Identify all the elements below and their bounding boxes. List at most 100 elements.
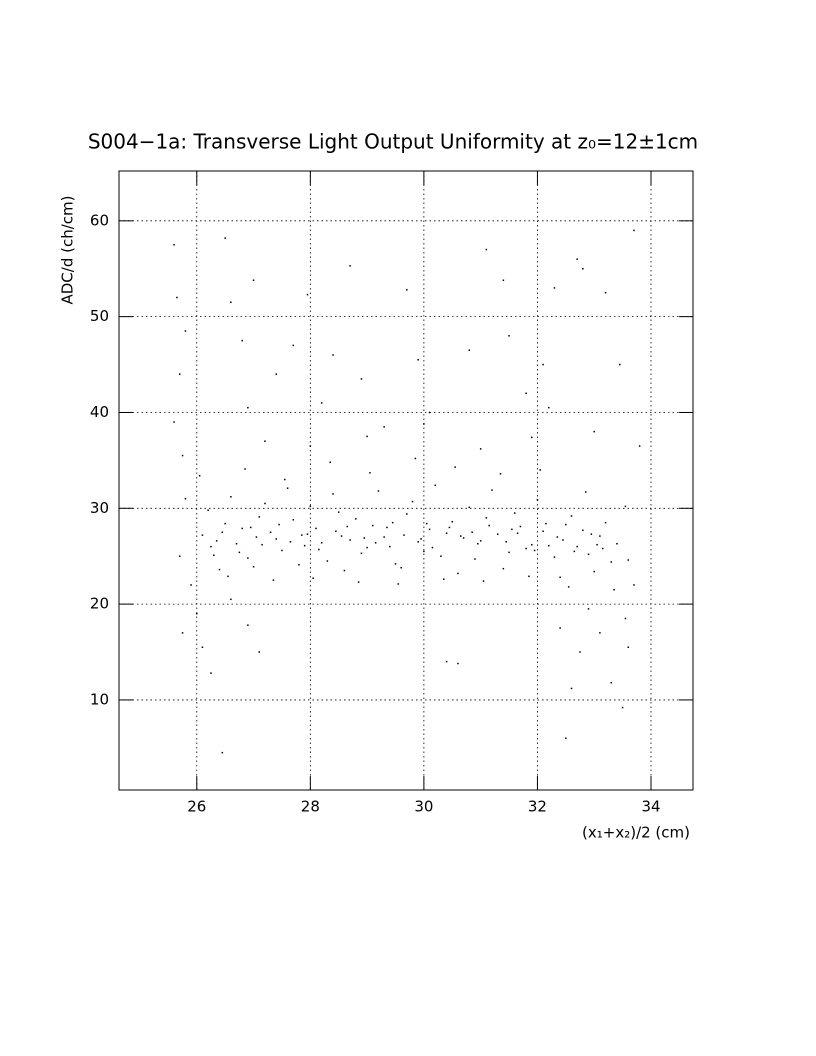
point bbox=[499, 473, 502, 475]
point bbox=[181, 454, 184, 457]
point bbox=[360, 552, 363, 555]
point bbox=[604, 521, 607, 524]
point bbox=[386, 526, 388, 529]
point bbox=[610, 681, 612, 684]
point bbox=[221, 531, 224, 533]
point bbox=[247, 557, 249, 559]
point bbox=[289, 541, 292, 543]
point bbox=[513, 512, 516, 514]
point bbox=[230, 301, 232, 304]
point bbox=[252, 565, 255, 568]
point bbox=[542, 363, 544, 366]
point bbox=[360, 378, 363, 380]
point bbox=[335, 530, 337, 533]
point bbox=[576, 258, 578, 260]
point bbox=[372, 524, 374, 527]
point bbox=[329, 461, 331, 464]
point bbox=[369, 472, 371, 474]
point bbox=[374, 542, 377, 544]
point bbox=[224, 522, 226, 525]
point bbox=[286, 487, 289, 489]
point bbox=[570, 687, 573, 690]
point bbox=[340, 535, 343, 537]
point bbox=[261, 543, 263, 546]
point bbox=[531, 436, 533, 439]
point bbox=[247, 406, 249, 409]
point bbox=[613, 588, 615, 591]
x-tick-label: 28 bbox=[301, 798, 320, 816]
point bbox=[525, 392, 527, 395]
point bbox=[599, 535, 601, 537]
y-tick-label: 40 bbox=[90, 403, 109, 421]
point bbox=[298, 564, 300, 566]
point bbox=[198, 474, 201, 477]
point bbox=[190, 584, 192, 586]
point bbox=[414, 457, 417, 460]
point bbox=[281, 549, 283, 552]
point bbox=[244, 468, 246, 470]
point bbox=[454, 466, 456, 468]
point bbox=[312, 577, 314, 579]
point bbox=[539, 469, 542, 471]
point bbox=[420, 538, 422, 540]
point bbox=[531, 543, 533, 546]
y-axis-label: ADC/d (ch/cm) bbox=[59, 196, 77, 305]
point bbox=[215, 540, 218, 542]
point bbox=[269, 531, 272, 533]
x-tick-label: 30 bbox=[414, 798, 433, 816]
point bbox=[565, 523, 567, 526]
point bbox=[366, 435, 368, 438]
point bbox=[363, 537, 366, 539]
point bbox=[488, 524, 490, 527]
point bbox=[255, 536, 258, 538]
point bbox=[477, 542, 479, 545]
y-tick-label: 20 bbox=[90, 595, 109, 613]
point bbox=[176, 296, 178, 299]
point bbox=[332, 354, 334, 356]
point bbox=[582, 529, 584, 532]
point bbox=[633, 229, 635, 232]
point bbox=[210, 672, 212, 674]
point bbox=[278, 523, 280, 526]
point bbox=[397, 583, 400, 585]
x-axis-label: (x₁+x₂)/2 (cm) bbox=[582, 824, 690, 842]
point bbox=[525, 547, 527, 550]
point bbox=[553, 556, 556, 558]
point bbox=[638, 445, 641, 447]
point bbox=[275, 373, 278, 375]
point bbox=[249, 526, 252, 529]
y-tick-label: 60 bbox=[90, 211, 109, 229]
point bbox=[559, 576, 561, 579]
point bbox=[485, 517, 488, 519]
point bbox=[601, 547, 604, 550]
point bbox=[230, 598, 232, 601]
point bbox=[377, 490, 380, 492]
point bbox=[582, 267, 584, 270]
point bbox=[428, 528, 431, 531]
point bbox=[624, 617, 627, 620]
point bbox=[210, 545, 212, 548]
point bbox=[462, 537, 465, 539]
point bbox=[235, 542, 238, 545]
point bbox=[545, 522, 547, 525]
point bbox=[284, 478, 286, 481]
point bbox=[264, 440, 266, 442]
point bbox=[332, 493, 334, 495]
point bbox=[221, 751, 224, 754]
point bbox=[184, 330, 187, 332]
point bbox=[567, 586, 570, 588]
point bbox=[272, 579, 275, 581]
point bbox=[315, 527, 317, 530]
point bbox=[565, 737, 567, 740]
point bbox=[173, 244, 175, 246]
point bbox=[238, 551, 241, 554]
point bbox=[587, 608, 590, 610]
point bbox=[423, 550, 425, 553]
point bbox=[533, 549, 536, 552]
point bbox=[479, 540, 482, 542]
point bbox=[357, 581, 360, 583]
point bbox=[457, 662, 459, 665]
point bbox=[320, 402, 323, 404]
point bbox=[570, 515, 573, 517]
